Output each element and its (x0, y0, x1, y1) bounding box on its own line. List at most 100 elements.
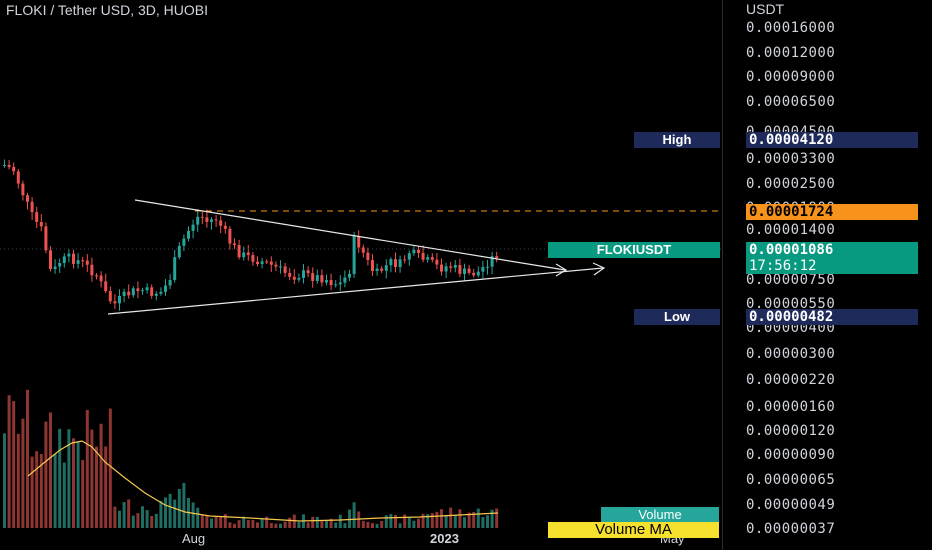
candle (76, 260, 80, 264)
volume-bar (136, 513, 140, 528)
price-chart[interactable] (0, 0, 722, 550)
candle (164, 285, 167, 292)
candle (219, 220, 223, 226)
volume-bar (228, 522, 232, 528)
volume-bar (269, 522, 273, 528)
volume-bar (154, 513, 158, 528)
volume-bar (67, 429, 71, 528)
volume-ma-tag: Volume MA (548, 522, 719, 538)
volume-bar (486, 515, 489, 528)
high-value: 0.00004120 (746, 132, 918, 148)
chart-area[interactable]: FLOKI / Tether USD, 3D, HUOBI Aug 2023 M… (0, 0, 722, 550)
volume-bar (81, 460, 85, 528)
volume-bar (44, 421, 48, 528)
candle (311, 273, 315, 281)
candle (58, 262, 62, 267)
candle (49, 250, 52, 270)
volume-bar (371, 523, 374, 528)
price-axis-unit: USDT (746, 1, 785, 17)
candle (72, 253, 75, 264)
volume-bar (495, 508, 499, 528)
volume-bar (467, 512, 471, 528)
volume-bar (334, 522, 338, 528)
candle (366, 252, 370, 261)
candle (453, 264, 457, 268)
volume-bar (95, 446, 98, 528)
price-axis[interactable] (722, 0, 932, 550)
volume-bar (72, 438, 75, 528)
price-tick: 0.00000049 (746, 497, 836, 513)
volume-bar (260, 518, 264, 528)
candle (458, 264, 462, 274)
candle (95, 275, 98, 277)
volume-bar (348, 509, 351, 528)
candle (430, 257, 434, 260)
volume-bar (108, 408, 112, 528)
volume-bar (472, 512, 476, 528)
volume-bar (49, 412, 52, 528)
volume-bar (246, 520, 250, 528)
candle (389, 259, 393, 266)
candle (476, 271, 480, 276)
symbol-label: FLOKIUSDT (548, 242, 720, 258)
volume-bar (196, 507, 200, 528)
candle (16, 171, 20, 184)
volume-bar (265, 516, 269, 528)
candle (394, 259, 397, 267)
volume-bar (85, 409, 89, 528)
candle (325, 280, 328, 283)
candle (90, 264, 94, 276)
price-tick: 0.00006500 (746, 94, 836, 110)
volume-bar (145, 510, 149, 528)
candle (421, 252, 425, 260)
candle (288, 273, 292, 277)
volume-bar (357, 511, 361, 528)
candle (338, 282, 342, 285)
lower-trendline[interactable] (107, 267, 604, 315)
volume-bar (122, 502, 126, 528)
candle (30, 201, 34, 213)
upper-trendline[interactable] (134, 199, 566, 271)
volume-bar (292, 514, 296, 528)
volume-bar (407, 516, 411, 528)
candle (251, 255, 255, 262)
volume-bar (343, 523, 347, 528)
candle (279, 266, 282, 268)
candle (274, 264, 278, 267)
volume-bar (398, 523, 402, 528)
volume-bar (325, 520, 328, 528)
candle (463, 268, 466, 274)
volume-bar (329, 518, 333, 528)
bar-countdown: 17:56:12 (746, 258, 918, 274)
volume-bar (297, 521, 301, 528)
volume-bar (375, 523, 379, 528)
candle (136, 288, 140, 292)
volume-bar (412, 520, 416, 528)
time-label-aug: Aug (182, 531, 206, 546)
candle (223, 225, 227, 229)
candle (292, 276, 296, 280)
volume-bar (463, 517, 466, 528)
volume-bar (131, 515, 135, 528)
candle (412, 249, 416, 254)
candle (467, 268, 471, 273)
volume-bar (361, 520, 365, 528)
volume-bar (104, 446, 108, 528)
candle (490, 256, 494, 267)
candle (85, 260, 89, 265)
volume-bar (113, 506, 117, 528)
volume-bar (426, 514, 430, 528)
volume-bar (306, 522, 310, 528)
volume-bar (35, 451, 39, 528)
volume-bar (338, 514, 342, 528)
candle (150, 287, 154, 296)
candle (187, 230, 190, 239)
candle (182, 238, 186, 246)
volume-bar (444, 514, 448, 528)
volume-bar (435, 511, 439, 528)
low-label: Low (634, 309, 720, 325)
candle (35, 212, 39, 222)
price-tick: 0.00009000 (746, 69, 836, 85)
volume-bar (118, 510, 121, 528)
volume-bar (458, 509, 462, 528)
